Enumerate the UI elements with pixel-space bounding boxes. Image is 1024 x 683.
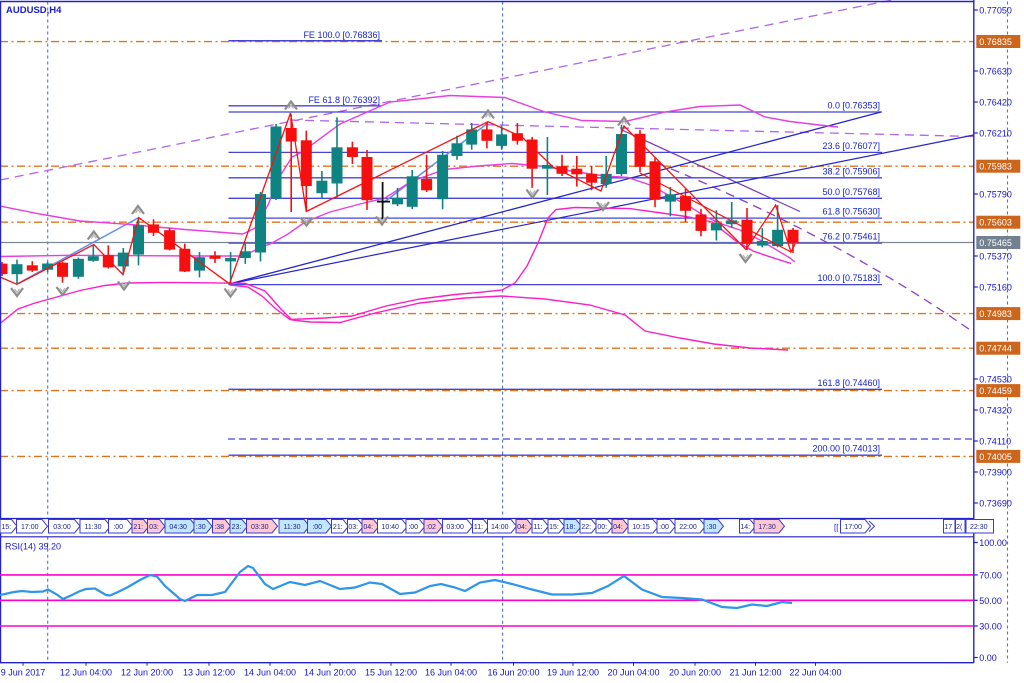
- svg-text::00: :00: [659, 524, 669, 531]
- svg-text:17:30: 17:30: [758, 524, 776, 531]
- svg-text:0.73900: 0.73900: [979, 468, 1012, 478]
- svg-text:0.74005: 0.74005: [979, 452, 1012, 462]
- svg-text:14 Jun 20:00: 14 Jun 20:00: [304, 668, 356, 678]
- svg-text:AUDUSD,H4: AUDUSD,H4: [6, 5, 62, 16]
- svg-text:16 Jun 20:00: 16 Jun 20:00: [487, 668, 539, 678]
- svg-text::30: :30: [196, 524, 206, 531]
- svg-text:11:: 11:: [533, 524, 542, 531]
- svg-text:0.74744: 0.74744: [979, 344, 1012, 354]
- svg-text:03:: 03:: [348, 524, 358, 531]
- svg-text:0.77050: 0.77050: [979, 6, 1012, 16]
- svg-text:22:30: 22:30: [970, 524, 988, 531]
- svg-text::02: :02: [426, 524, 436, 531]
- svg-text::00: :00: [312, 524, 322, 531]
- svg-text:0.76420: 0.76420: [979, 98, 1012, 108]
- svg-text:15:: 15:: [1, 524, 11, 531]
- svg-text:0.75160: 0.75160: [979, 283, 1012, 293]
- svg-text:0.74110: 0.74110: [979, 437, 1011, 447]
- svg-text:0.76835: 0.76835: [979, 37, 1012, 47]
- svg-text:0.74459: 0.74459: [979, 386, 1012, 396]
- svg-text:FE 100.0 [0.76836]: FE 100.0 [0.76836]: [303, 30, 380, 40]
- svg-text:38.2 [0.75906]: 38.2 [0.75906]: [822, 166, 880, 176]
- svg-text:03:00: 03:00: [446, 524, 464, 531]
- svg-text:14:: 14:: [740, 524, 750, 531]
- svg-text:FE 61.8 [0.76392]: FE 61.8 [0.76392]: [308, 95, 380, 105]
- svg-text:0.73690: 0.73690: [979, 499, 1012, 509]
- svg-text:22:00: 22:00: [679, 524, 697, 531]
- svg-text:03:30: 03:30: [251, 524, 269, 531]
- svg-text:50.0 [0.75768]: 50.0 [0.75768]: [822, 187, 880, 197]
- svg-text::38: :38: [214, 524, 224, 531]
- svg-text:21:: 21:: [133, 524, 143, 531]
- svg-text:18:: 18:: [566, 524, 576, 531]
- svg-text:14:00: 14:00: [491, 524, 509, 531]
- svg-text::00: :00: [408, 524, 418, 531]
- svg-text:20 Jun 04:00: 20 Jun 04:00: [607, 668, 659, 678]
- svg-text:11:30: 11:30: [85, 524, 102, 531]
- svg-text:200.00 [0.74013]: 200.00 [0.74013]: [812, 444, 880, 454]
- svg-text:76.2 [0.75461]: 76.2 [0.75461]: [822, 232, 880, 242]
- svg-text:0.75370: 0.75370: [979, 252, 1012, 262]
- svg-text:04:: 04:: [363, 524, 373, 531]
- svg-text:16 Jun 04:00: 16 Jun 04:00: [425, 668, 477, 678]
- svg-text:12 Jun 20:00: 12 Jun 20:00: [121, 668, 173, 678]
- svg-text:0.74320: 0.74320: [979, 406, 1012, 416]
- svg-text:11:: 11:: [474, 524, 483, 531]
- svg-text:0.74983: 0.74983: [979, 309, 1012, 319]
- svg-text:100.0 [0.75183]: 100.0 [0.75183]: [817, 273, 880, 283]
- svg-text:04:: 04:: [613, 524, 623, 531]
- svg-text:50.00: 50.00: [979, 596, 1002, 606]
- svg-text:19 Jun 12:00: 19 Jun 12:00: [547, 668, 599, 678]
- svg-text:[[: [[: [834, 523, 839, 532]
- svg-text:03:00: 03:00: [53, 524, 71, 531]
- svg-text:0.76210: 0.76210: [979, 129, 1012, 139]
- svg-text:23.6 [0.76077]: 23.6 [0.76077]: [822, 141, 880, 151]
- svg-text::30: :30: [707, 524, 717, 531]
- svg-text:11:30: 11:30: [284, 524, 301, 531]
- svg-text:14 Jun 04:00: 14 Jun 04:00: [244, 668, 296, 678]
- svg-text:17:00: 17:00: [844, 524, 862, 531]
- svg-text:03:: 03:: [149, 524, 159, 531]
- svg-text:21:: 21:: [333, 524, 343, 531]
- svg-text:10:40: 10:40: [381, 524, 399, 531]
- svg-text:2(: 2(: [956, 524, 963, 531]
- svg-text:161.8 [0.74460]: 161.8 [0.74460]: [817, 378, 880, 388]
- svg-text:100.00: 100.00: [979, 538, 1007, 548]
- svg-text:04:30: 04:30: [169, 524, 187, 531]
- svg-text:12 Jun 04:00: 12 Jun 04:00: [60, 668, 112, 678]
- svg-text:13 Jun 12:00: 13 Jun 12:00: [183, 668, 235, 678]
- svg-text:17: 17: [944, 524, 952, 531]
- svg-text:0.75465: 0.75465: [979, 238, 1012, 248]
- svg-text::00: :00: [113, 524, 123, 531]
- svg-text:15 Jun 12:00: 15 Jun 12:00: [365, 668, 417, 678]
- svg-text:0.75603: 0.75603: [979, 218, 1012, 228]
- svg-text:00:: 00:: [597, 524, 607, 531]
- svg-text:0.75790: 0.75790: [979, 190, 1012, 200]
- svg-text:20 Jun 20:00: 20 Jun 20:00: [669, 668, 721, 678]
- svg-text:0.00: 0.00: [979, 653, 997, 663]
- svg-text:21 Jun 12:00: 21 Jun 12:00: [729, 668, 781, 678]
- svg-text:70.00: 70.00: [979, 570, 1002, 580]
- svg-text:04:: 04:: [517, 524, 527, 531]
- svg-text:15:: 15:: [549, 524, 559, 531]
- svg-text:10:15: 10:15: [632, 524, 650, 531]
- svg-text:61.8 [0.75630]: 61.8 [0.75630]: [822, 207, 880, 217]
- svg-text:30.00: 30.00: [979, 622, 1002, 632]
- svg-text:22 Jun 04:00: 22 Jun 04:00: [789, 668, 841, 678]
- svg-text:0.75983: 0.75983: [979, 162, 1012, 172]
- svg-text:0.74530: 0.74530: [979, 375, 1012, 385]
- svg-text:RSI(14) 39.20: RSI(14) 39.20: [5, 542, 61, 552]
- svg-text:9 Jun 2017: 9 Jun 2017: [1, 668, 46, 678]
- svg-text:17:00: 17:00: [21, 524, 39, 531]
- svg-text:22:: 22:: [581, 524, 591, 531]
- svg-text:0.76630: 0.76630: [979, 67, 1012, 77]
- svg-text:23:: 23:: [232, 524, 242, 531]
- svg-text:0.0 [0.76353]: 0.0 [0.76353]: [827, 101, 880, 111]
